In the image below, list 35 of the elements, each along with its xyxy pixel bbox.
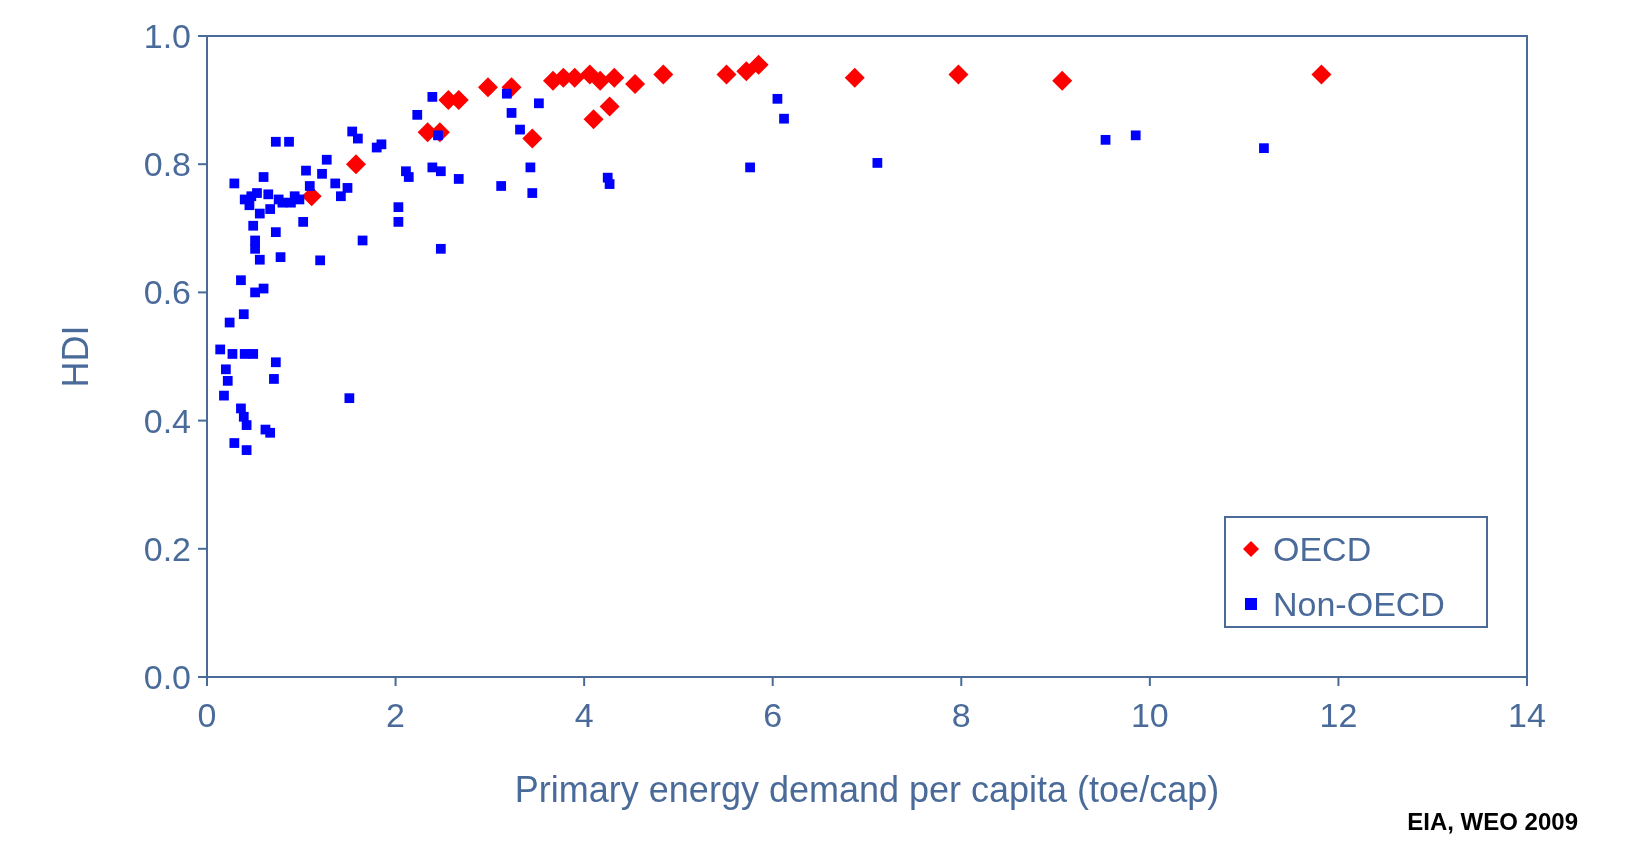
x-tick-label: 10 <box>1130 696 1169 734</box>
x-tick-label: 0 <box>197 696 217 734</box>
x-tick-label: 2 <box>386 696 406 734</box>
point <box>522 128 543 149</box>
point <box>477 77 498 98</box>
point <box>625 74 646 95</box>
point <box>604 67 625 88</box>
x-tick-label: 12 <box>1319 696 1358 734</box>
y-tick-label: 0.2 <box>143 529 191 568</box>
point <box>748 54 769 75</box>
y-tick-label: 0.8 <box>143 145 191 184</box>
point <box>599 96 620 117</box>
x-axis-title: Primary energy demand per capita (toe/cap) <box>514 769 1220 810</box>
point <box>583 109 604 130</box>
x-tick-label: 6 <box>763 696 783 734</box>
y-tick-label: 0.4 <box>143 401 191 440</box>
point <box>844 67 865 88</box>
x-tick-label: 4 <box>574 696 594 734</box>
point <box>1311 64 1332 85</box>
point <box>716 64 737 85</box>
point <box>653 64 674 85</box>
point <box>948 64 969 85</box>
y-axis-title: HDI <box>55 325 96 388</box>
point <box>590 70 611 91</box>
legend-label: Non-OECD <box>1273 585 1445 623</box>
text: EIA, WEO 2009 <box>1407 808 1578 835</box>
y-tick-label: 1.0 <box>143 17 191 55</box>
point <box>736 61 757 82</box>
x-tick-label: 8 <box>951 696 971 734</box>
point <box>1052 70 1073 91</box>
x-tick-label: 14 <box>1508 696 1546 734</box>
point <box>345 154 366 175</box>
legend-label: OECD <box>1273 530 1372 568</box>
y-tick-label: 0.6 <box>143 273 191 312</box>
y-tick-label: 0.0 <box>143 658 191 696</box>
